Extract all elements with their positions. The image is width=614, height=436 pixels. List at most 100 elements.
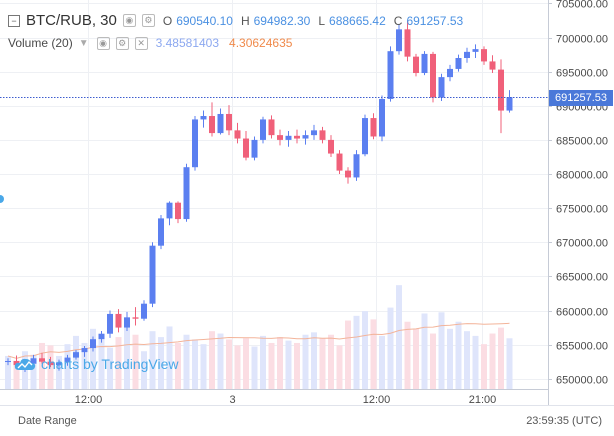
candle-body xyxy=(430,53,436,98)
candle-body xyxy=(175,202,181,220)
candle-body xyxy=(115,313,122,328)
candle-body xyxy=(413,56,419,74)
x-tick-label: 12:00 xyxy=(363,394,391,406)
volume-bar xyxy=(353,315,360,389)
candle-body xyxy=(302,135,309,139)
candle-body xyxy=(506,97,513,111)
volume-bar xyxy=(328,334,334,389)
volume-bar xyxy=(319,338,326,389)
candle-body xyxy=(243,138,249,158)
volume-bar xyxy=(260,335,266,389)
volume-bar xyxy=(226,339,232,389)
candle-body xyxy=(396,29,402,52)
tradingview-watermark[interactable]: charts by TradingView xyxy=(14,356,178,372)
volume-bar xyxy=(404,321,411,389)
volume-bar xyxy=(498,327,504,389)
time-axis[interactable]: 12:00 3 12:00 21:00 xyxy=(75,394,497,406)
gear-icon[interactable]: ⚙ xyxy=(115,36,129,50)
candle-body xyxy=(209,116,215,134)
volume-bar xyxy=(455,321,462,389)
low-label: L xyxy=(318,13,326,28)
gear-icon[interactable]: ⚙ xyxy=(141,14,155,27)
candle-body xyxy=(141,303,147,319)
volume-bar xyxy=(430,333,436,389)
y-tick-label: 670000.00 xyxy=(556,238,608,250)
candle-body xyxy=(234,130,241,139)
candle-body xyxy=(132,317,139,319)
volume-bar xyxy=(192,339,198,389)
grid-lines xyxy=(0,0,548,389)
candle-body xyxy=(149,245,156,304)
volume-bar xyxy=(81,342,88,389)
candle-body xyxy=(107,313,113,334)
utc-clock[interactable]: 23:59:35 (UTC) xyxy=(526,415,602,427)
volume-bar xyxy=(251,346,258,389)
close-icon[interactable]: ✕ xyxy=(134,36,148,50)
candle-body xyxy=(73,352,79,358)
high-value: 694982.30 xyxy=(253,13,311,28)
candle-body xyxy=(217,113,224,134)
collapse-legend-button[interactable]: − xyxy=(8,15,20,27)
candle-body xyxy=(90,339,96,349)
volume-bar xyxy=(132,334,139,389)
eye-icon[interactable]: ◉ xyxy=(96,36,110,50)
chevron-down-icon[interactable]: ▼ xyxy=(78,37,89,49)
volume-bar xyxy=(387,307,394,389)
candle-body xyxy=(277,135,283,140)
volume-bar xyxy=(506,338,513,389)
candle-body xyxy=(294,135,300,139)
y-tick-label: 665000.00 xyxy=(556,272,608,284)
volume-bar xyxy=(396,285,402,389)
volume-bar xyxy=(336,345,343,389)
volume-bar xyxy=(175,342,181,389)
candle-body xyxy=(464,51,470,59)
volume-bar xyxy=(421,313,428,389)
volume-title[interactable]: Volume (20) xyxy=(8,36,73,50)
candle-body xyxy=(158,218,164,246)
volume-bar xyxy=(243,338,249,389)
candle-body xyxy=(192,119,198,168)
candle-body xyxy=(200,116,207,120)
x-tick-label: 21:00 xyxy=(469,394,497,406)
open-value: 690540.10 xyxy=(176,13,233,28)
close-value: 691257.53 xyxy=(406,13,464,28)
price-axis[interactable]: 705000.00700000.00695000.00690000.006850… xyxy=(548,0,608,387)
volume-bar xyxy=(149,331,156,389)
volume-bar xyxy=(234,345,241,389)
date-range-button[interactable]: Date Range xyxy=(18,415,77,427)
candle-body xyxy=(226,113,232,131)
volume-bar xyxy=(370,319,377,389)
candle-body xyxy=(124,317,130,328)
volume-bar xyxy=(124,327,130,389)
candle-body xyxy=(98,333,105,340)
low-value: 688665.42 xyxy=(329,13,386,28)
candle-body xyxy=(336,153,343,171)
left-scroll-handle[interactable] xyxy=(0,195,4,203)
candle-body xyxy=(81,348,88,353)
candle-body xyxy=(345,170,351,178)
volume-bar xyxy=(141,351,147,389)
volume-bar xyxy=(438,312,445,389)
candle-body xyxy=(455,58,462,69)
volume-bar xyxy=(98,339,105,389)
y-tick-label: 695000.00 xyxy=(556,68,608,80)
eye-icon[interactable]: ◉ xyxy=(122,14,136,27)
symbol-title[interactable]: BTC/RUB, 30 xyxy=(26,12,117,29)
volume-bar xyxy=(302,334,309,389)
close-label: C xyxy=(393,13,403,28)
y-tick-label: 650000.00 xyxy=(556,375,608,387)
volume-bar xyxy=(464,331,470,389)
volume-bar xyxy=(277,337,283,389)
y-tick-label: 700000.00 xyxy=(556,34,608,46)
candle-body xyxy=(56,362,62,366)
candle-body xyxy=(328,139,334,154)
tradingview-cloud-icon xyxy=(14,358,36,370)
y-tick-label: 660000.00 xyxy=(556,307,608,319)
volume-bar xyxy=(183,334,190,389)
candle-body xyxy=(285,135,292,140)
last-price-label: 691257.53 xyxy=(549,89,613,106)
volume-ma-value: 4.30624635 xyxy=(229,36,293,50)
candle-body xyxy=(489,61,496,70)
